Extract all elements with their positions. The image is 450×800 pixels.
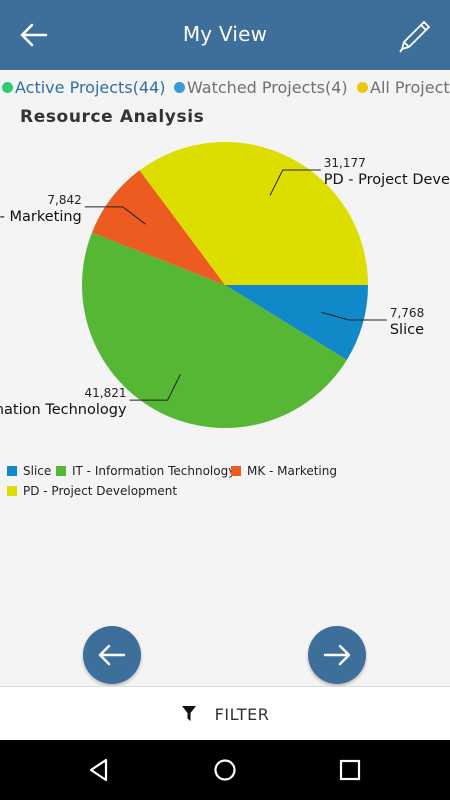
arrow-right-icon — [323, 644, 351, 666]
back-arrow-icon[interactable] — [18, 20, 52, 50]
project-tabs: Active Projects(44) Watched Projects(4) … — [0, 78, 450, 100]
leader-line — [269, 169, 321, 196]
slice-value-label: 7,768 — [390, 306, 424, 320]
previous-button[interactable] — [83, 626, 141, 684]
tab-dot-watched — [174, 82, 185, 93]
slice-name-label: Slice — [390, 322, 424, 338]
system-navigation-bar — [0, 740, 450, 800]
legend-label: PD - Project Development — [23, 484, 178, 498]
pencil-icon[interactable] — [394, 14, 436, 56]
pie-slice[interactable] — [91, 170, 226, 285]
tab-dot-active — [2, 82, 13, 93]
legend-label: IT - Information Technology — [72, 464, 236, 478]
chart-title: Resource Analysis — [20, 107, 205, 127]
legend-item-it: IT - Information Technology — [56, 464, 235, 478]
tab-all-projects[interactable]: All Projects — [357, 78, 450, 97]
leader-line — [321, 311, 387, 321]
filter-label: FILTER — [214, 704, 270, 724]
slice-name-label: MK - Marketing — [0, 209, 82, 225]
tab-dot-all — [357, 82, 368, 93]
next-button[interactable] — [308, 626, 366, 684]
funnel-icon — [181, 706, 196, 721]
legend-label: Slice — [23, 464, 52, 478]
legend-item-pd: PD - Project Development — [7, 484, 177, 498]
tab-label-all: All Projects — [370, 78, 450, 97]
slice-value-label: 7,842 — [47, 193, 81, 207]
slice-name-label: IT - Information Technology — [0, 402, 127, 418]
legend-label: MK - Marketing — [247, 464, 337, 478]
arrow-left-icon — [98, 644, 126, 666]
pie-slice[interactable] — [225, 285, 368, 360]
slice-name-label: PD - Project Development — [324, 172, 450, 188]
system-home-icon[interactable] — [212, 757, 238, 783]
pie-slice[interactable] — [139, 142, 368, 285]
legend-item-slice: Slice — [7, 464, 51, 478]
pie-chart: 7,768 Slice 41,821 IT - Information Technol… — [0, 142, 450, 428]
legend-swatch — [56, 466, 66, 476]
system-back-icon[interactable] — [86, 757, 112, 783]
tab-label-active: Active Projects(44) — [15, 78, 166, 97]
leader-line — [84, 206, 146, 225]
tab-watched-projects[interactable]: Watched Projects(4) — [174, 78, 348, 97]
legend-swatch — [231, 466, 241, 476]
tab-label-watched: Watched Projects(4) — [187, 78, 348, 97]
pie-slice[interactable] — [81, 232, 347, 428]
leader-line — [129, 374, 181, 401]
system-recents-icon[interactable] — [337, 757, 363, 783]
slice-value-label: 41,821 — [85, 386, 127, 400]
slice-value-label: 31,177 — [324, 156, 366, 170]
tab-active-projects[interactable]: Active Projects(44) — [2, 78, 166, 97]
legend-swatch — [7, 486, 17, 496]
page-title: My View — [182, 22, 268, 46]
legend-item-mk: MK - Marketing — [231, 464, 337, 478]
filter-button[interactable]: FILTER — [0, 686, 450, 741]
app-bar: My View — [0, 0, 450, 70]
legend-swatch — [7, 466, 17, 476]
